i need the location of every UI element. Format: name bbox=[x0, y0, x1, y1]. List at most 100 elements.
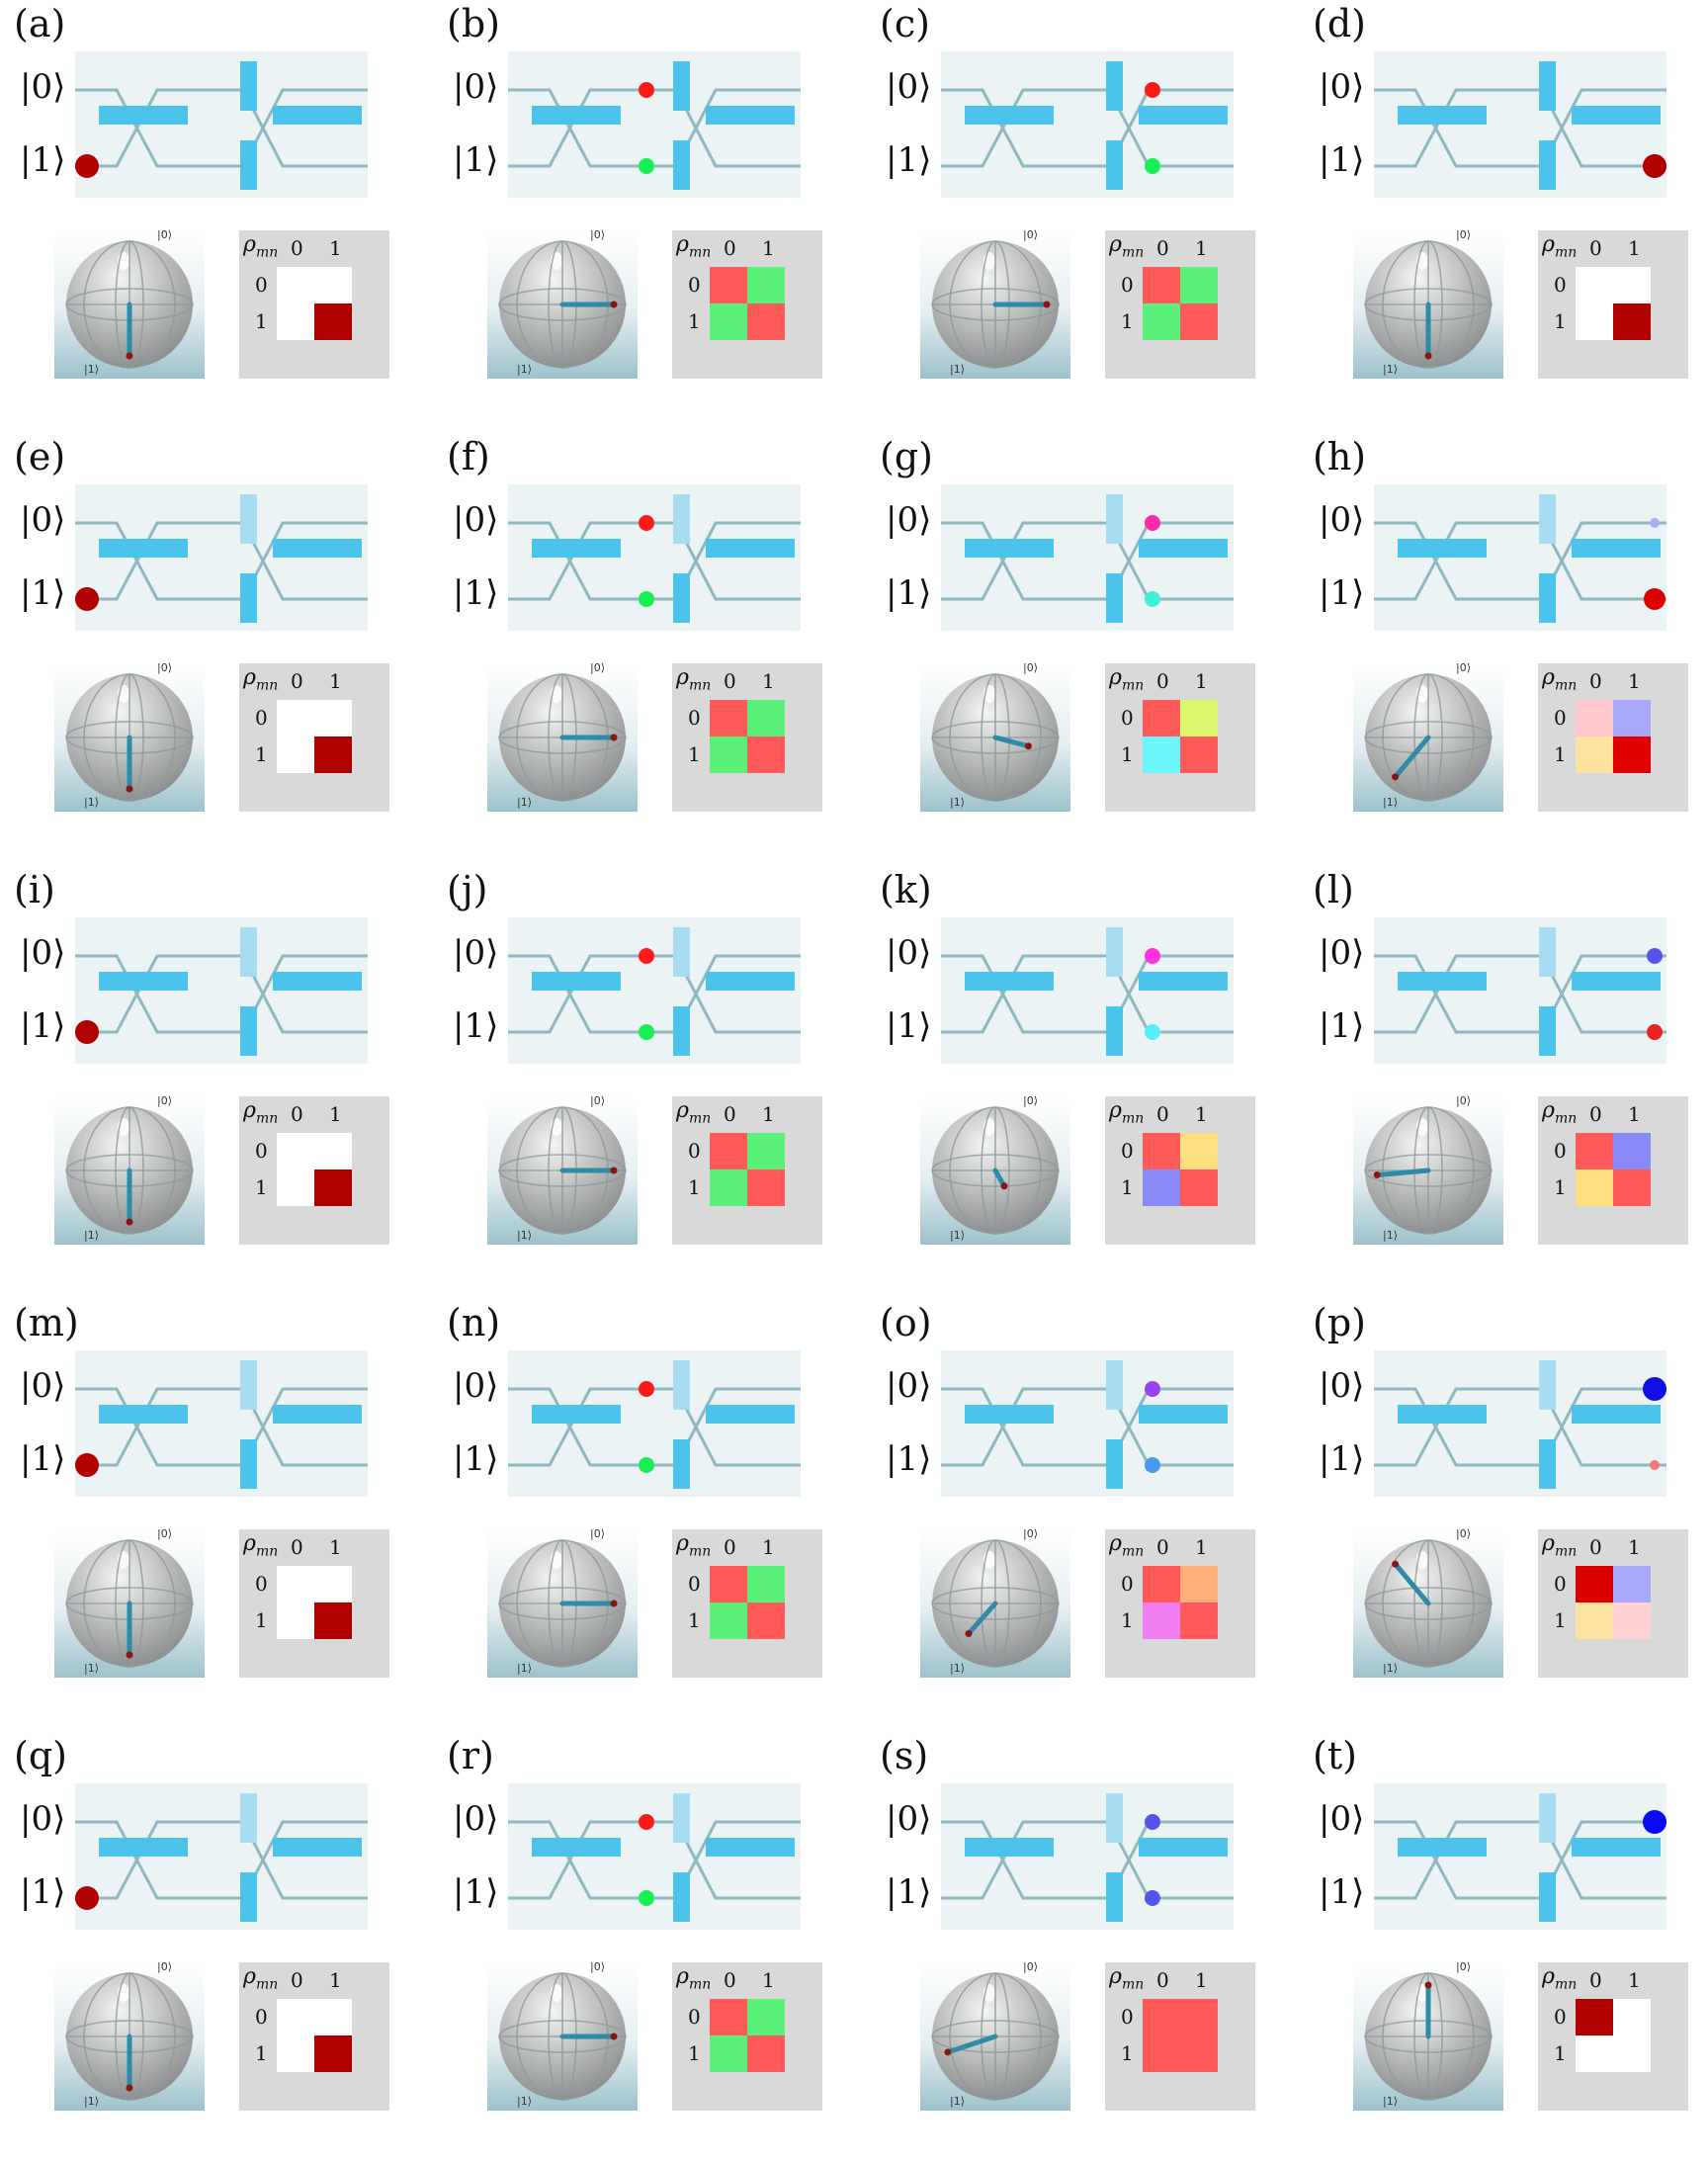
bloch-label-top: |0⟩ bbox=[1456, 661, 1471, 674]
rho-cell bbox=[277, 1169, 314, 1206]
phase-shifter-bottom bbox=[1539, 1439, 1556, 1489]
beamsplitter-1 bbox=[532, 972, 621, 991]
state-vector bbox=[945, 2034, 998, 2055]
beamsplitter-2 bbox=[1139, 106, 1228, 125]
interferometer-circuit bbox=[75, 1783, 368, 1930]
panel: (q) |0⟩ |1⟩ |0⟩ |1⟩ ρmn 0 1 0 1 bbox=[0, 1732, 427, 2165]
rho-col-header: 0 bbox=[1589, 1102, 1602, 1126]
rho-cell bbox=[747, 1169, 785, 1206]
bloch-label-bottom: |1⟩ bbox=[84, 363, 99, 376]
state-vector-tip bbox=[1392, 1560, 1400, 1568]
rho-row-header: 1 bbox=[688, 1175, 701, 1199]
beamsplitter-2 bbox=[273, 1838, 362, 1857]
density-matrix-title: ρmn bbox=[676, 1531, 711, 1559]
rho-col-header: 0 bbox=[1589, 669, 1602, 693]
rho-subscript: mn bbox=[255, 677, 279, 694]
rho-symbol: ρ bbox=[1542, 665, 1555, 690]
photon-marker bbox=[1145, 515, 1160, 531]
state-vector bbox=[992, 735, 1031, 749]
interferometer-circuit bbox=[1374, 917, 1666, 1064]
panel-label: (g) bbox=[880, 435, 933, 478]
waveguide bbox=[941, 521, 1234, 601]
rho-col-header: 1 bbox=[762, 1102, 775, 1126]
waveguide bbox=[1374, 1387, 1666, 1467]
interferometer-circuit bbox=[1374, 1783, 1666, 1930]
bloch-label-bottom: |1⟩ bbox=[1383, 796, 1398, 809]
rho-row-header: 0 bbox=[1121, 1572, 1134, 1596]
rho-col-header: 0 bbox=[1156, 1968, 1169, 1992]
panel-label: (a) bbox=[14, 2, 66, 45]
beamsplitter-2 bbox=[706, 106, 795, 125]
phase-shifter-bottom bbox=[240, 1006, 257, 1056]
rho-symbol: ρ bbox=[1109, 1098, 1122, 1123]
rho-row-header: 0 bbox=[255, 273, 268, 297]
photon-marker bbox=[75, 1453, 99, 1477]
density-matrix: ρmn 0 1 0 1 bbox=[239, 663, 389, 812]
rho-col-header: 1 bbox=[329, 236, 342, 260]
panel: (c) |0⟩ |1⟩ |0⟩ |1⟩ ρmn 0 1 0 1 bbox=[866, 0, 1293, 433]
rho-cell bbox=[277, 1602, 314, 1639]
panel: (f) |0⟩ |1⟩ |0⟩ |1⟩ ρmn 0 1 0 1 bbox=[433, 433, 860, 866]
phase-shifter-bottom bbox=[1539, 140, 1556, 190]
rho-subscript: mn bbox=[255, 1976, 279, 1993]
waveguide bbox=[508, 1820, 801, 1900]
ket-1-label: |1⟩ bbox=[20, 1439, 66, 1479]
rho-col-header: 0 bbox=[291, 236, 303, 260]
rho-col-header: 1 bbox=[762, 669, 775, 693]
panel: (g) |0⟩ |1⟩ |0⟩ |1⟩ ρmn 0 1 0 1 bbox=[866, 433, 1293, 866]
rho-row-header: 1 bbox=[688, 309, 701, 333]
rho-subscript: mn bbox=[688, 1543, 712, 1560]
rho-cell bbox=[1613, 736, 1651, 773]
photon-marker bbox=[1145, 1381, 1160, 1397]
panel-label: (p) bbox=[1313, 1301, 1366, 1344]
rho-col-header: 1 bbox=[1628, 1102, 1641, 1126]
bloch-label-bottom: |1⟩ bbox=[1383, 2095, 1398, 2108]
rho-row-header: 0 bbox=[255, 706, 268, 730]
panel: (l) |0⟩ |1⟩ |0⟩ |1⟩ ρmn 0 1 0 1 bbox=[1299, 866, 1708, 1299]
waveguide bbox=[941, 88, 1234, 168]
rho-row-header: 0 bbox=[1554, 273, 1567, 297]
rho-cell bbox=[1180, 303, 1218, 340]
rho-row-header: 1 bbox=[1554, 309, 1567, 333]
state-vector bbox=[1393, 1561, 1431, 1606]
rho-symbol: ρ bbox=[676, 1098, 689, 1123]
rho-subscript: mn bbox=[1554, 677, 1578, 694]
beamsplitter-2 bbox=[1572, 1405, 1661, 1424]
rho-cell bbox=[710, 2035, 747, 2072]
ket-1-label: |1⟩ bbox=[453, 573, 499, 613]
photon-marker bbox=[1145, 1457, 1160, 1473]
bloch-label-top: |0⟩ bbox=[1023, 661, 1038, 674]
beamsplitter-2 bbox=[273, 1405, 362, 1424]
waveguide bbox=[75, 1387, 368, 1467]
bloch-label-bottom: |1⟩ bbox=[1383, 1229, 1398, 1242]
bloch-sphere: |0⟩ |1⟩ bbox=[920, 1960, 1070, 2111]
bloch-label-bottom: |1⟩ bbox=[517, 796, 532, 809]
phase-shifter-bottom bbox=[240, 1872, 257, 1922]
bloch-label-bottom: |1⟩ bbox=[517, 363, 532, 376]
panel: (p) |0⟩ |1⟩ |0⟩ |1⟩ ρmn 0 1 0 1 bbox=[1299, 1299, 1708, 1732]
rho-symbol: ρ bbox=[243, 232, 256, 257]
waveguide bbox=[75, 88, 368, 168]
rho-cell bbox=[314, 1999, 352, 2035]
state-vector-tip bbox=[1424, 352, 1432, 360]
panel: (s) |0⟩ |1⟩ |0⟩ |1⟩ ρmn 0 1 0 1 bbox=[866, 1732, 1293, 2165]
rho-cell bbox=[1576, 267, 1613, 303]
waveguide bbox=[75, 521, 368, 601]
panel-label: (n) bbox=[447, 1301, 501, 1344]
bloch-sphere: |0⟩ |1⟩ bbox=[1353, 1094, 1503, 1245]
beamsplitter-2 bbox=[1572, 106, 1661, 125]
waveguide bbox=[941, 1387, 1234, 1467]
ket-0-label: |0⟩ bbox=[886, 67, 932, 107]
bloch-label-bottom: |1⟩ bbox=[950, 363, 965, 376]
rho-col-header: 0 bbox=[291, 1968, 303, 1992]
photon-marker bbox=[639, 1457, 654, 1473]
waveguide bbox=[941, 1820, 1234, 1900]
phase-shifter-bottom bbox=[1106, 1439, 1123, 1489]
density-matrix-title: ρmn bbox=[676, 1964, 711, 1992]
phase-shifter-top bbox=[1539, 1360, 1556, 1410]
rho-cell bbox=[1180, 1602, 1218, 1639]
rho-cell bbox=[314, 1602, 352, 1639]
bloch-label-top: |0⟩ bbox=[590, 228, 605, 241]
ket-1-label: |1⟩ bbox=[886, 1439, 932, 1479]
ket-1-label: |1⟩ bbox=[1319, 1872, 1365, 1912]
